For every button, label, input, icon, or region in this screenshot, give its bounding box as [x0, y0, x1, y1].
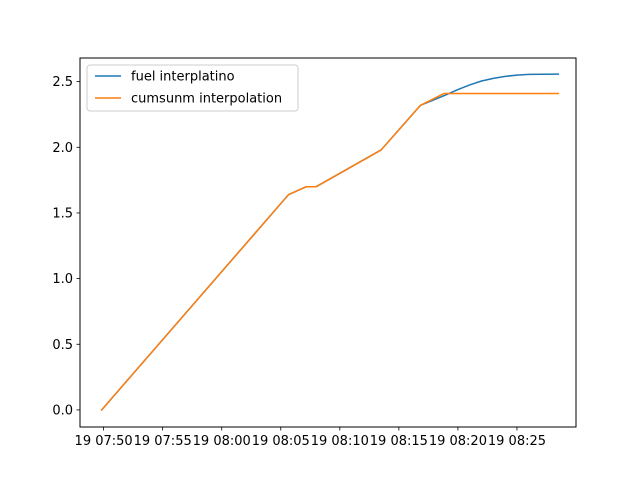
x-tick-label: 19 08:05 [252, 434, 310, 449]
plot-frame [79, 57, 577, 428]
y-tick-label: 1.5 [52, 206, 73, 221]
legend-label: fuel interplatino [131, 70, 235, 85]
legend: fuel interplatino cumsunm interpolation [86, 64, 299, 112]
y-tick-label: 1.0 [52, 272, 73, 287]
y-tick-label: 0.5 [52, 338, 73, 353]
legend-label: cumsunm interpolation [131, 92, 282, 107]
plot-lines [100, 73, 560, 411]
x-tick-label: 19 08:20 [429, 434, 487, 449]
y-tick-label: 2.0 [52, 141, 73, 156]
x-tick-label: 19 08:15 [370, 434, 428, 449]
x-tick-label: 19 08:10 [311, 434, 369, 449]
x-tick-label: 19 07:55 [134, 434, 192, 449]
x-axis: 19 07:50 19 07:55 19 08:00 19 08:05 19 08:10… [75, 427, 546, 449]
legend-box [86, 64, 299, 112]
x-tick-label: 19 08:25 [488, 434, 546, 449]
y-tick-label: 0.0 [52, 403, 73, 418]
x-tick-label: 19 08:00 [193, 434, 251, 449]
y-axis: 0.0 0.5 1.0 1.5 2.0 2.5 [52, 75, 80, 418]
x-tick-label: 19 07:50 [75, 434, 133, 449]
y-tick-label: 2.5 [52, 75, 73, 90]
series-line-1 [100, 92, 560, 411]
